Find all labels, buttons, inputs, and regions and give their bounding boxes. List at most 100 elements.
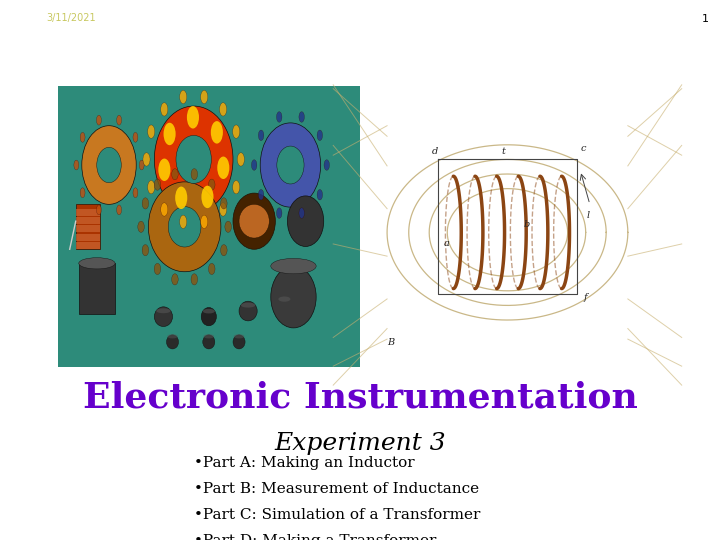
Ellipse shape: [276, 112, 282, 122]
Text: b: b: [523, 220, 529, 229]
Ellipse shape: [168, 207, 201, 247]
Ellipse shape: [209, 264, 215, 274]
Bar: [58, 86, 360, 367]
Ellipse shape: [191, 168, 197, 180]
Text: •Part A: Making an Inductor: •Part A: Making an Inductor: [194, 456, 415, 470]
Text: d: d: [431, 147, 438, 156]
Ellipse shape: [220, 245, 227, 256]
Bar: [76, 234, 100, 241]
Bar: [76, 208, 100, 215]
Ellipse shape: [299, 208, 305, 218]
Ellipse shape: [96, 205, 102, 215]
Ellipse shape: [96, 147, 121, 183]
Ellipse shape: [161, 103, 168, 116]
Ellipse shape: [148, 180, 155, 194]
Ellipse shape: [239, 204, 269, 238]
Ellipse shape: [143, 153, 150, 166]
Ellipse shape: [180, 215, 186, 228]
Text: •Part C: Simulation of a Transformer: •Part C: Simulation of a Transformer: [194, 508, 481, 522]
Ellipse shape: [154, 179, 161, 190]
Ellipse shape: [324, 160, 330, 170]
Ellipse shape: [260, 123, 320, 207]
Ellipse shape: [154, 106, 233, 213]
Ellipse shape: [80, 132, 85, 142]
Bar: [76, 225, 100, 232]
Ellipse shape: [233, 193, 275, 249]
Ellipse shape: [96, 115, 102, 125]
Ellipse shape: [317, 130, 323, 140]
Bar: [76, 204, 100, 249]
Text: 3/11/2021: 3/11/2021: [47, 14, 96, 24]
Ellipse shape: [171, 274, 178, 285]
Ellipse shape: [80, 188, 85, 198]
Ellipse shape: [317, 190, 323, 200]
Text: 1: 1: [702, 14, 709, 24]
Ellipse shape: [154, 264, 161, 274]
Text: l: l: [587, 211, 590, 220]
Ellipse shape: [154, 307, 173, 327]
Ellipse shape: [117, 115, 122, 125]
Ellipse shape: [217, 157, 230, 179]
Text: t: t: [501, 147, 505, 156]
Ellipse shape: [299, 112, 305, 122]
Ellipse shape: [203, 309, 215, 313]
Ellipse shape: [171, 168, 178, 180]
Ellipse shape: [166, 335, 179, 349]
Ellipse shape: [133, 188, 138, 198]
Ellipse shape: [180, 90, 186, 104]
Ellipse shape: [225, 221, 231, 232]
Ellipse shape: [163, 123, 176, 145]
Ellipse shape: [148, 182, 221, 272]
Text: •Part D: Making a Transformer: •Part D: Making a Transformer: [194, 534, 437, 540]
Ellipse shape: [220, 203, 227, 216]
Ellipse shape: [220, 103, 227, 116]
Ellipse shape: [117, 205, 122, 215]
Ellipse shape: [233, 335, 245, 349]
Ellipse shape: [204, 334, 214, 339]
Ellipse shape: [277, 295, 292, 316]
Ellipse shape: [142, 245, 148, 256]
Ellipse shape: [202, 186, 214, 208]
Ellipse shape: [233, 125, 240, 138]
Ellipse shape: [78, 258, 115, 269]
Ellipse shape: [258, 190, 264, 200]
Ellipse shape: [176, 136, 212, 184]
Ellipse shape: [161, 203, 168, 216]
Ellipse shape: [277, 146, 304, 184]
Text: f: f: [583, 293, 587, 302]
Ellipse shape: [156, 308, 171, 313]
Ellipse shape: [201, 90, 207, 104]
Text: c: c: [580, 144, 586, 153]
Ellipse shape: [211, 121, 223, 144]
Text: Experiment 3: Experiment 3: [274, 432, 446, 455]
Ellipse shape: [258, 130, 264, 140]
Ellipse shape: [209, 179, 215, 190]
Ellipse shape: [82, 126, 136, 204]
Ellipse shape: [201, 307, 216, 326]
Ellipse shape: [271, 259, 316, 274]
Ellipse shape: [187, 106, 199, 129]
Text: •Part B: Measurement of Inductance: •Part B: Measurement of Inductance: [194, 482, 480, 496]
Ellipse shape: [279, 296, 290, 302]
Bar: [76, 242, 100, 249]
Ellipse shape: [287, 196, 324, 246]
Ellipse shape: [158, 159, 171, 181]
Ellipse shape: [233, 180, 240, 194]
Ellipse shape: [241, 303, 256, 308]
Text: Electronic Instrumentation: Electronic Instrumentation: [83, 381, 637, 415]
Bar: [78, 264, 115, 314]
Text: B: B: [387, 338, 394, 347]
Text: a: a: [444, 239, 450, 248]
Ellipse shape: [139, 160, 144, 170]
Ellipse shape: [74, 160, 78, 170]
Ellipse shape: [133, 132, 138, 142]
Ellipse shape: [201, 215, 207, 228]
Ellipse shape: [251, 160, 257, 170]
Ellipse shape: [191, 274, 197, 285]
Ellipse shape: [142, 198, 148, 209]
Ellipse shape: [234, 334, 244, 339]
Ellipse shape: [276, 208, 282, 218]
Ellipse shape: [220, 198, 227, 209]
Ellipse shape: [167, 334, 178, 339]
Bar: [76, 217, 100, 224]
